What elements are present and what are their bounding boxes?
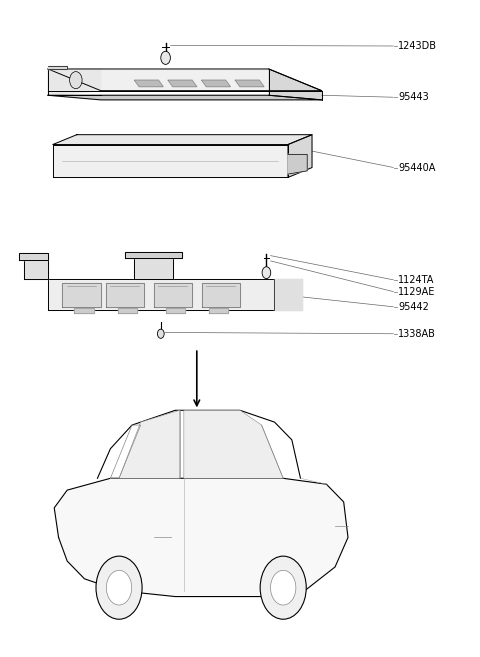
Text: 95440A: 95440A — [398, 162, 436, 173]
Polygon shape — [74, 308, 94, 313]
Polygon shape — [48, 95, 322, 100]
Polygon shape — [235, 80, 264, 87]
Polygon shape — [154, 283, 192, 307]
Text: 1129AE: 1129AE — [398, 286, 436, 297]
Polygon shape — [53, 135, 312, 145]
Polygon shape — [24, 256, 48, 279]
Polygon shape — [62, 283, 101, 307]
Polygon shape — [48, 69, 101, 95]
Circle shape — [262, 267, 271, 279]
Polygon shape — [166, 308, 185, 313]
Circle shape — [96, 556, 142, 619]
Circle shape — [271, 570, 296, 605]
Text: 95442: 95442 — [398, 302, 429, 312]
Polygon shape — [288, 135, 312, 177]
Polygon shape — [106, 283, 144, 307]
Circle shape — [161, 51, 170, 64]
Polygon shape — [125, 252, 182, 258]
Text: 95443: 95443 — [398, 92, 429, 102]
Polygon shape — [19, 253, 48, 260]
Circle shape — [70, 72, 82, 89]
Text: 1338AB: 1338AB — [398, 328, 436, 339]
Polygon shape — [168, 80, 197, 87]
Text: 1243DB: 1243DB — [398, 41, 437, 51]
Circle shape — [157, 329, 164, 338]
Polygon shape — [274, 279, 302, 310]
Circle shape — [107, 570, 132, 605]
Polygon shape — [118, 308, 137, 313]
Polygon shape — [288, 154, 307, 174]
Text: 1124TA: 1124TA — [398, 275, 435, 285]
Polygon shape — [119, 410, 180, 478]
Polygon shape — [54, 478, 348, 597]
Polygon shape — [184, 410, 283, 478]
Polygon shape — [202, 80, 230, 87]
Polygon shape — [48, 69, 322, 91]
Polygon shape — [48, 279, 302, 310]
Polygon shape — [202, 283, 240, 307]
Polygon shape — [134, 254, 173, 279]
Polygon shape — [134, 80, 163, 87]
Polygon shape — [209, 308, 228, 313]
Polygon shape — [48, 66, 67, 69]
Circle shape — [260, 556, 306, 619]
Polygon shape — [53, 145, 288, 177]
Polygon shape — [269, 69, 322, 100]
